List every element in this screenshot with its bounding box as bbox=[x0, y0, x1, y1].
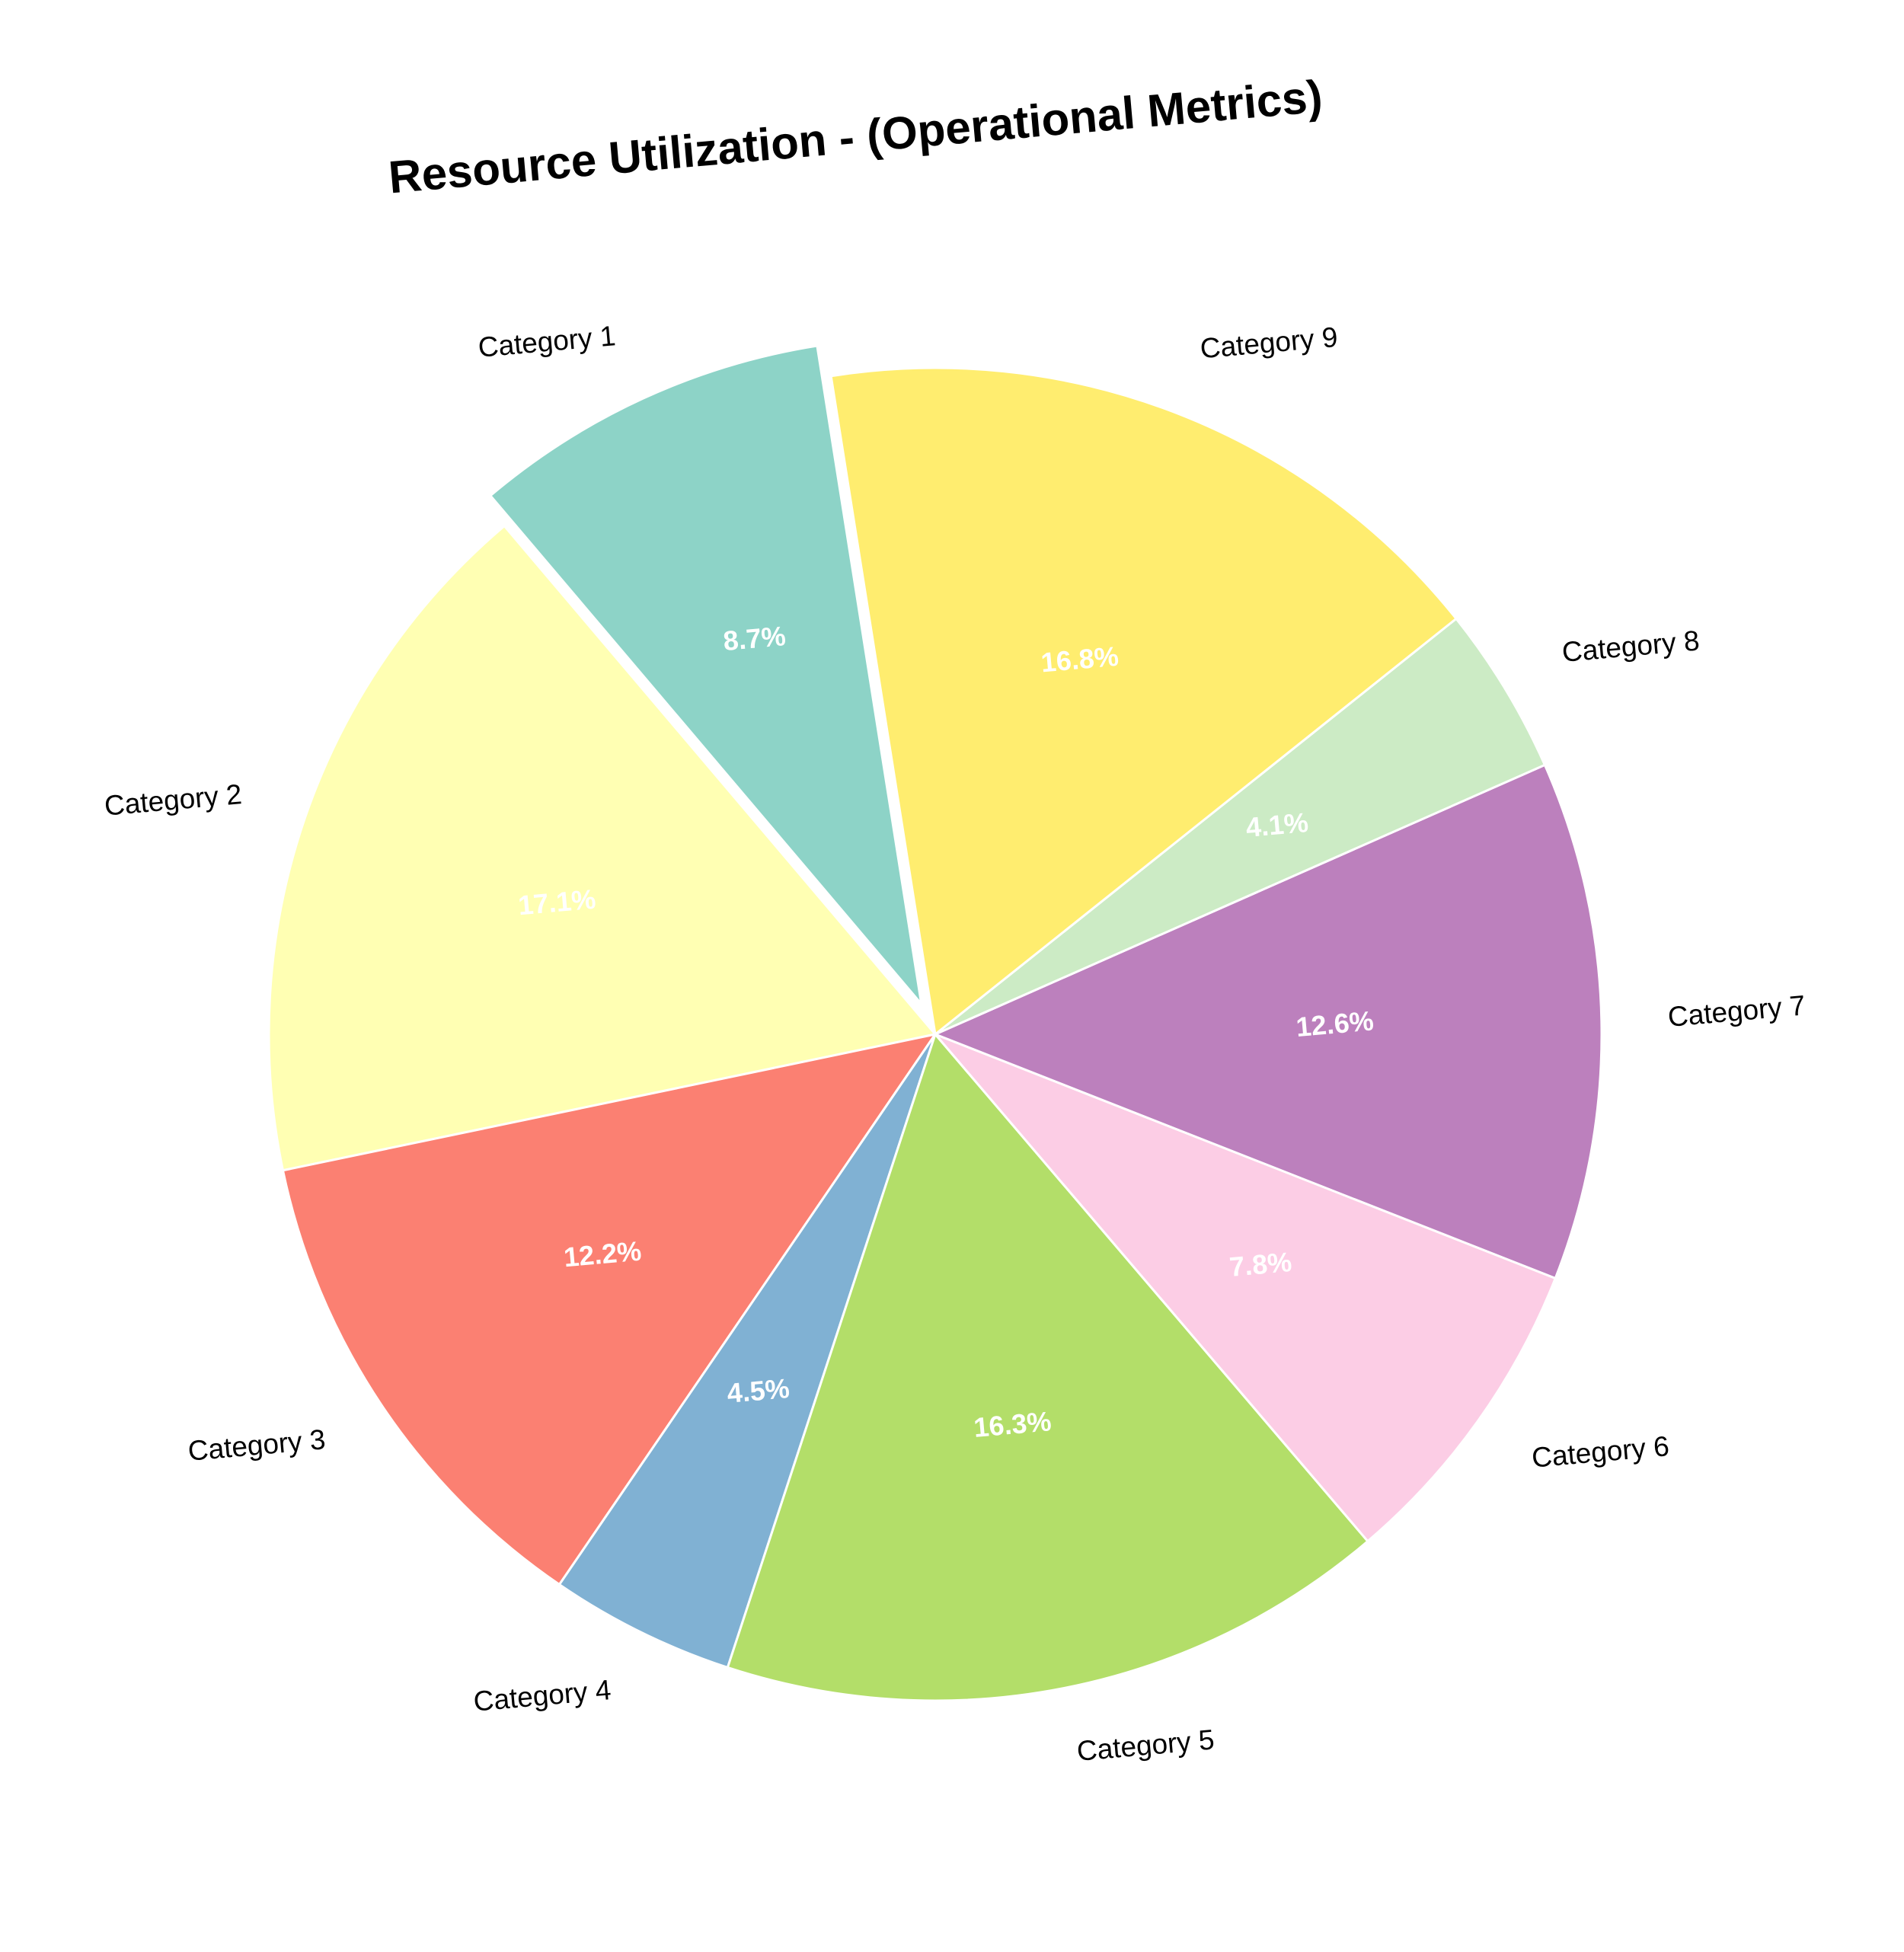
percent-label-category-7: 12.6% bbox=[1295, 1005, 1375, 1043]
percent-label-category-9: 16.8% bbox=[1040, 641, 1120, 679]
category-label-category-6: Category 6 bbox=[1531, 1430, 1671, 1474]
category-label-category-7: Category 7 bbox=[1666, 989, 1807, 1033]
percent-label-category-8: 4.1% bbox=[1244, 807, 1309, 843]
chart-title: Resource Utilization - (Operational Metr… bbox=[387, 71, 1324, 203]
percent-label-category-2: 17.1% bbox=[517, 883, 597, 922]
pie-slice-category-3 bbox=[281, 1032, 938, 1586]
percent-label-category-3: 12.2% bbox=[562, 1235, 642, 1273]
pie-slice-category-1 bbox=[488, 344, 924, 1008]
category-label-category-3: Category 3 bbox=[187, 1423, 327, 1467]
pie-slice-category-5 bbox=[726, 1031, 1370, 1702]
percent-label-category-1: 8.7% bbox=[722, 620, 787, 657]
category-label-category-2: Category 2 bbox=[103, 778, 243, 822]
category-label-category-5: Category 5 bbox=[1075, 1724, 1216, 1767]
category-label-category-4: Category 4 bbox=[472, 1674, 612, 1717]
category-label-category-9: Category 9 bbox=[1199, 321, 1339, 365]
pie-slice-category-2 bbox=[267, 524, 938, 1172]
pie-slices bbox=[267, 344, 1603, 1702]
pie-slice-category-7 bbox=[932, 763, 1603, 1280]
percent-labels: 8.7% 17.1% 12.2% 4.5% 16.3% 7.8% 12.6% 4.1% 16.8… bbox=[517, 620, 1375, 1443]
pie-slice-category-8 bbox=[934, 617, 1547, 1036]
pie-slice-category-9 bbox=[829, 366, 1458, 1037]
percent-label-category-6: 7.8% bbox=[1228, 1246, 1292, 1283]
percent-label-category-5: 16.3% bbox=[973, 1405, 1053, 1443]
percent-label-category-4: 4.5% bbox=[726, 1372, 791, 1409]
category-label-category-8: Category 8 bbox=[1561, 625, 1701, 668]
category-label-category-1: Category 1 bbox=[477, 320, 617, 363]
pie-slice-category-6 bbox=[934, 1033, 1557, 1543]
pie-slice-category-4 bbox=[557, 1034, 937, 1669]
